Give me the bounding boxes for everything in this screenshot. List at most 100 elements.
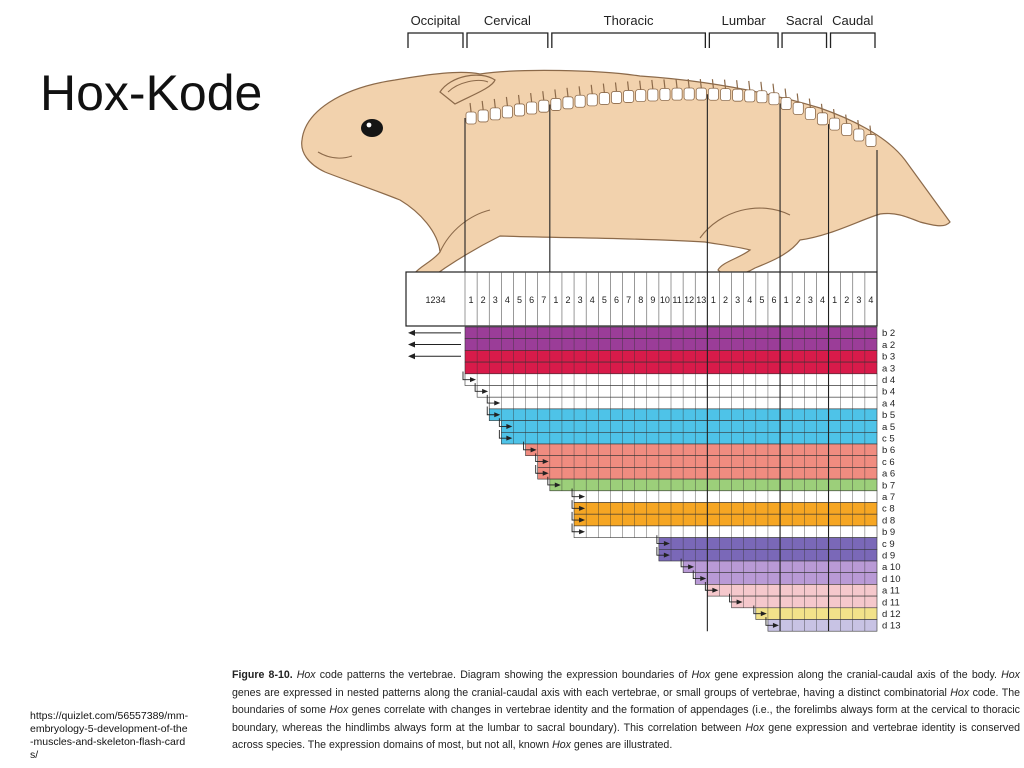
gene-label: a 6: [882, 469, 895, 480]
boundary-marker-head: [579, 517, 586, 523]
gene-label: a 2: [882, 340, 895, 351]
boundary-marker: [486, 406, 498, 416]
boundary-marker-head: [542, 470, 549, 476]
vertebra: [792, 102, 804, 115]
vertebra-process: [614, 82, 618, 92]
gene-label: c 5: [882, 434, 895, 445]
gene-label: a 7: [882, 492, 895, 503]
vertebra-process: [857, 119, 860, 130]
vertebra-number: 11: [672, 295, 681, 305]
gene-label: d 12: [882, 609, 901, 620]
vertebra: [804, 107, 816, 120]
gene-label: a 4: [882, 398, 895, 409]
vertebra: [683, 87, 695, 101]
boundary-marker-head: [736, 599, 743, 605]
gene-label: b 5: [882, 410, 895, 421]
vertebra: [550, 98, 562, 111]
vertebra-number: 4: [505, 295, 510, 305]
gene-label: b 4: [882, 387, 895, 398]
vertebra: [865, 134, 877, 147]
vertebra-number: 9: [650, 295, 655, 305]
vertebra: [647, 88, 659, 102]
vertebra-number: 4: [868, 295, 873, 305]
vertebra: [598, 92, 610, 105]
region-label: Sacral: [786, 13, 823, 28]
gene-expression-bar: [501, 431, 878, 445]
boundary-marker: [704, 582, 716, 591]
vertebra-process: [663, 79, 666, 89]
vertebra-process: [808, 98, 811, 108]
boundary-marker-head: [772, 622, 779, 628]
gene-expression-bar: [573, 513, 878, 527]
vertebra-process: [626, 81, 630, 91]
vertebra-number: 7: [626, 295, 631, 305]
vertebra-process: [542, 91, 545, 101]
vertebra: [829, 117, 841, 131]
boundary-marker: [547, 476, 558, 486]
figure-label: Figure 8-10.: [232, 669, 293, 681]
vertebra-number: 1: [784, 295, 789, 305]
source-link[interactable]: https://quizlet.com/56557389/mm-embryolo…: [30, 710, 189, 761]
boundary-marker-head: [506, 423, 513, 429]
vertebra-process: [711, 79, 715, 89]
vertebra-number: 6: [771, 295, 776, 305]
caption-segment: gene expression and vertebrae identity i…: [232, 721, 1020, 752]
boundary-marker: [571, 523, 583, 533]
gene-expression-bar: [573, 490, 878, 503]
gene-label: c 8: [882, 504, 895, 515]
vertebra: [501, 105, 513, 119]
boundary-marker: [498, 429, 510, 439]
caption-segment: gene expression along the cranial-caudal…: [710, 669, 1002, 681]
vertebra: [477, 109, 489, 123]
vertebra-process: [505, 96, 509, 106]
gene-label: d 11: [882, 597, 900, 608]
vertebra-process: [566, 87, 569, 97]
vertebra-process: [845, 114, 848, 124]
gene-label: d 8: [882, 515, 895, 526]
caption-segment: Hox: [950, 686, 970, 699]
vertebra: [514, 103, 526, 117]
vertebra-process: [602, 83, 605, 93]
region-label: Cervical: [484, 13, 531, 28]
boundary-marker: [486, 394, 498, 404]
boundary-marker-head: [700, 576, 707, 582]
vertebra-number: 3: [493, 295, 498, 305]
mouse-mouth: [317, 151, 353, 159]
boundary-marker-head: [712, 587, 719, 593]
boundary-marker: [571, 511, 583, 521]
vertebra-process: [469, 102, 472, 113]
vertebra-process: [517, 94, 521, 105]
vertebra: [695, 87, 707, 101]
vertebra-number: 6: [529, 295, 534, 305]
vertebra-process: [736, 80, 739, 90]
vertebra-process: [796, 93, 799, 103]
caption-segment: genes are expressed in nested patterns a…: [232, 686, 951, 699]
vertebra-number: 2: [723, 295, 728, 305]
region-bracket: [708, 32, 779, 48]
vertebra-number: 2: [481, 295, 486, 305]
vertebra-number: 12: [684, 295, 694, 305]
vertebra-process: [832, 109, 836, 119]
mouse-eye-highlight: [366, 122, 372, 128]
boundary-marker-head: [482, 388, 489, 394]
boundary-marker-head: [494, 400, 501, 406]
vertebra-number: 6: [614, 295, 619, 305]
caption-segment: Hox: [552, 739, 571, 752]
vertebra: [623, 90, 635, 103]
caption-segment: code. The boundaries of some: [232, 686, 1020, 717]
boundary-marker-head: [494, 412, 501, 418]
vertebra: [586, 93, 598, 107]
vertebra-process: [760, 81, 763, 91]
boundary-marker-head: [470, 377, 476, 383]
boundary-marker: [523, 441, 534, 451]
vertebra-process: [820, 103, 824, 113]
mouse-illustration: [301, 69, 951, 279]
boundary-marker-head: [542, 459, 549, 465]
vertebra: [538, 99, 550, 113]
caption-segment: Hox: [745, 721, 765, 734]
vertebra-process: [493, 98, 496, 108]
vertebra: [768, 92, 780, 106]
gene-expression-bar: [501, 420, 878, 433]
boundary-marker: [656, 546, 667, 556]
